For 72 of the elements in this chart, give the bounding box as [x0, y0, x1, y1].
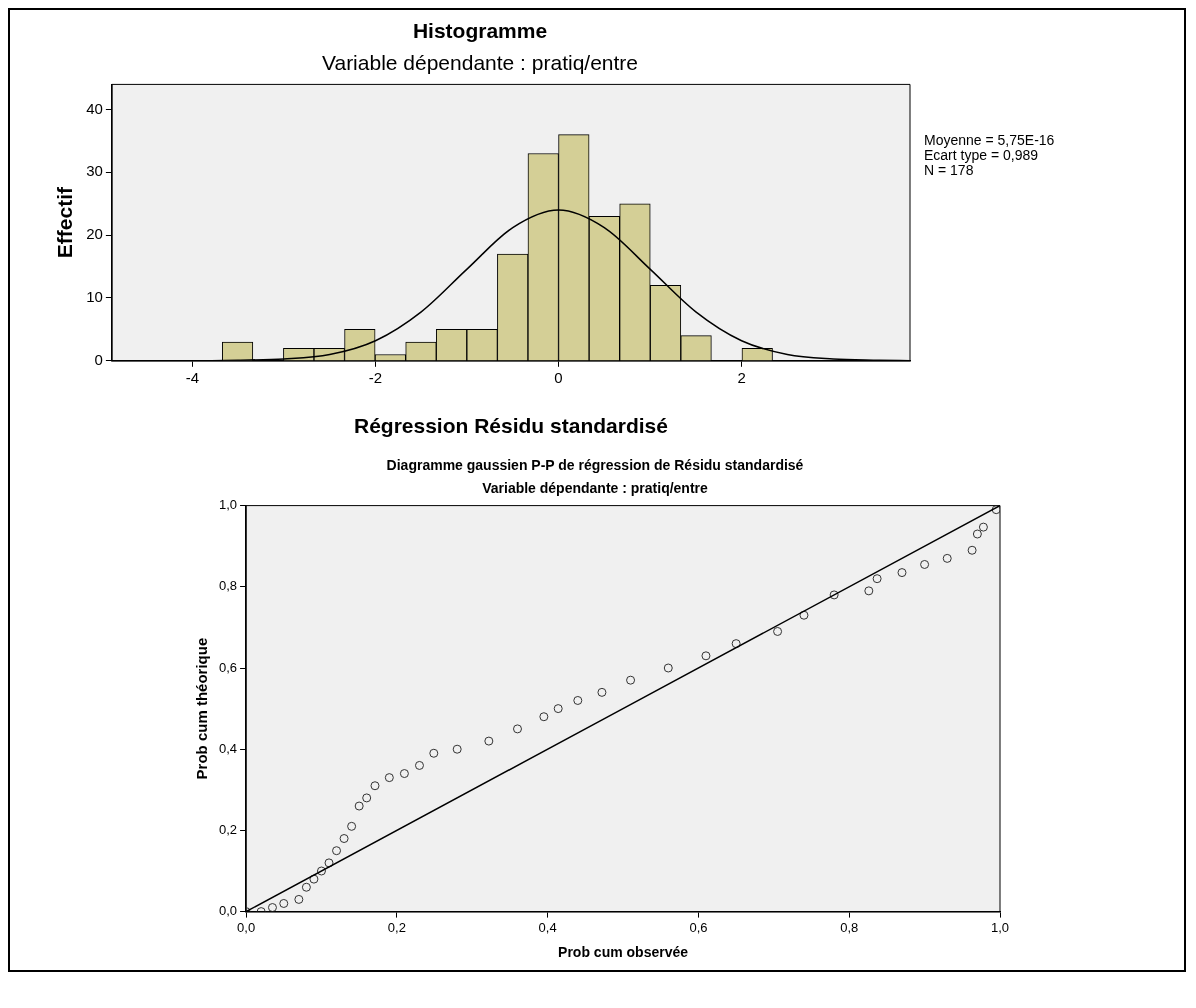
- point: [942, 553, 952, 563]
- chart-subtitle: Variable dépendante : pratiq/entre: [321, 50, 639, 74]
- point: [829, 590, 839, 600]
- point: [414, 760, 424, 770]
- x-tick-label: 0,4: [538, 919, 557, 935]
- y-tick-label: 20: [86, 225, 103, 243]
- y-tick-label: 40: [86, 99, 103, 117]
- point: [920, 559, 930, 569]
- point: [332, 846, 342, 856]
- point: [309, 874, 319, 884]
- point: [872, 574, 882, 584]
- point: [701, 651, 711, 661]
- point: [384, 773, 394, 783]
- point: [301, 882, 311, 892]
- x-tick-label: 0,0: [237, 919, 256, 935]
- point: [972, 529, 982, 539]
- point: [967, 545, 977, 555]
- y-tick-label: 0: [94, 350, 103, 368]
- point: [864, 586, 874, 596]
- point: [370, 781, 380, 791]
- point: [279, 898, 289, 908]
- point: [573, 695, 583, 705]
- x-tick-label: 0: [554, 368, 563, 386]
- y-tick-label: 0,0: [218, 903, 238, 919]
- x-tick-label: 0,8: [840, 919, 859, 935]
- point: [484, 736, 494, 746]
- y-tick-label: 0,8: [218, 578, 238, 594]
- x-axis-title: Prob cum observée: [558, 944, 689, 961]
- point: [799, 610, 809, 620]
- point: [294, 894, 304, 904]
- chart-title: Diagramme gaussien P-P de régression de Résidu standardisé: [386, 457, 804, 474]
- text: Ecart type = 0,989: [924, 147, 1039, 164]
- point: [539, 712, 549, 722]
- text: N = 178: [924, 162, 974, 179]
- x-tick-label: 0,6: [689, 919, 708, 935]
- point: [897, 568, 907, 578]
- point: [512, 724, 522, 734]
- y-tick-label: 0,4: [218, 740, 238, 756]
- x-axis-title: Régression Résidu standardisé: [353, 414, 668, 438]
- point: [362, 793, 372, 803]
- point: [347, 821, 357, 831]
- x-tick-label: -2: [368, 368, 383, 386]
- y-tick-label: 0,6: [218, 659, 238, 675]
- y-tick-label: 1,0: [218, 497, 238, 513]
- point: [339, 834, 349, 844]
- point: [991, 505, 1000, 515]
- y-axis-title: Effectif: [53, 186, 77, 259]
- point: [773, 626, 783, 636]
- point: [267, 903, 277, 912]
- point: [324, 858, 334, 868]
- point: [354, 801, 364, 811]
- chart-title: Histogramme: [412, 19, 548, 43]
- point: [597, 687, 607, 697]
- point: [553, 704, 563, 714]
- chart-subtitle: Variable dépendante : pratiq/entre: [482, 480, 709, 497]
- y-axis-title: Prob cum théorique: [193, 637, 211, 780]
- x-tick-label: 0,2: [387, 919, 406, 935]
- y-tick-label: 30: [86, 162, 103, 180]
- point: [978, 522, 988, 532]
- point: [429, 748, 439, 758]
- x-tick-label: -4: [185, 368, 200, 386]
- point: [663, 663, 673, 673]
- point: [399, 769, 409, 779]
- point: [626, 675, 636, 685]
- text: Moyenne = 5,75E-16: [924, 132, 1055, 149]
- point: [452, 744, 462, 754]
- y-tick-label: 0,2: [218, 821, 238, 837]
- y-tick-label: 10: [86, 288, 103, 306]
- point: [316, 866, 326, 876]
- x-tick-label: 2: [737, 368, 746, 386]
- x-tick-label: 1,0: [990, 919, 1010, 935]
- point: [731, 639, 741, 649]
